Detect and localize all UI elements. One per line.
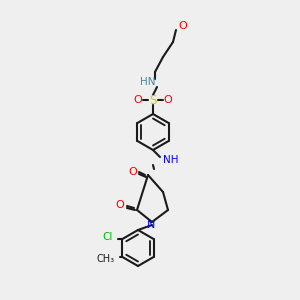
Text: CH₃: CH₃ [96,254,114,264]
Text: O: O [164,95,172,105]
Text: S: S [149,94,157,106]
Text: O: O [129,167,137,177]
Text: N: N [147,220,155,230]
Text: HN: HN [140,77,156,87]
Text: O: O [134,95,142,105]
Text: O: O [116,200,124,210]
Text: NH: NH [163,155,178,165]
Text: Cl: Cl [102,232,112,242]
Text: O: O [178,21,188,31]
